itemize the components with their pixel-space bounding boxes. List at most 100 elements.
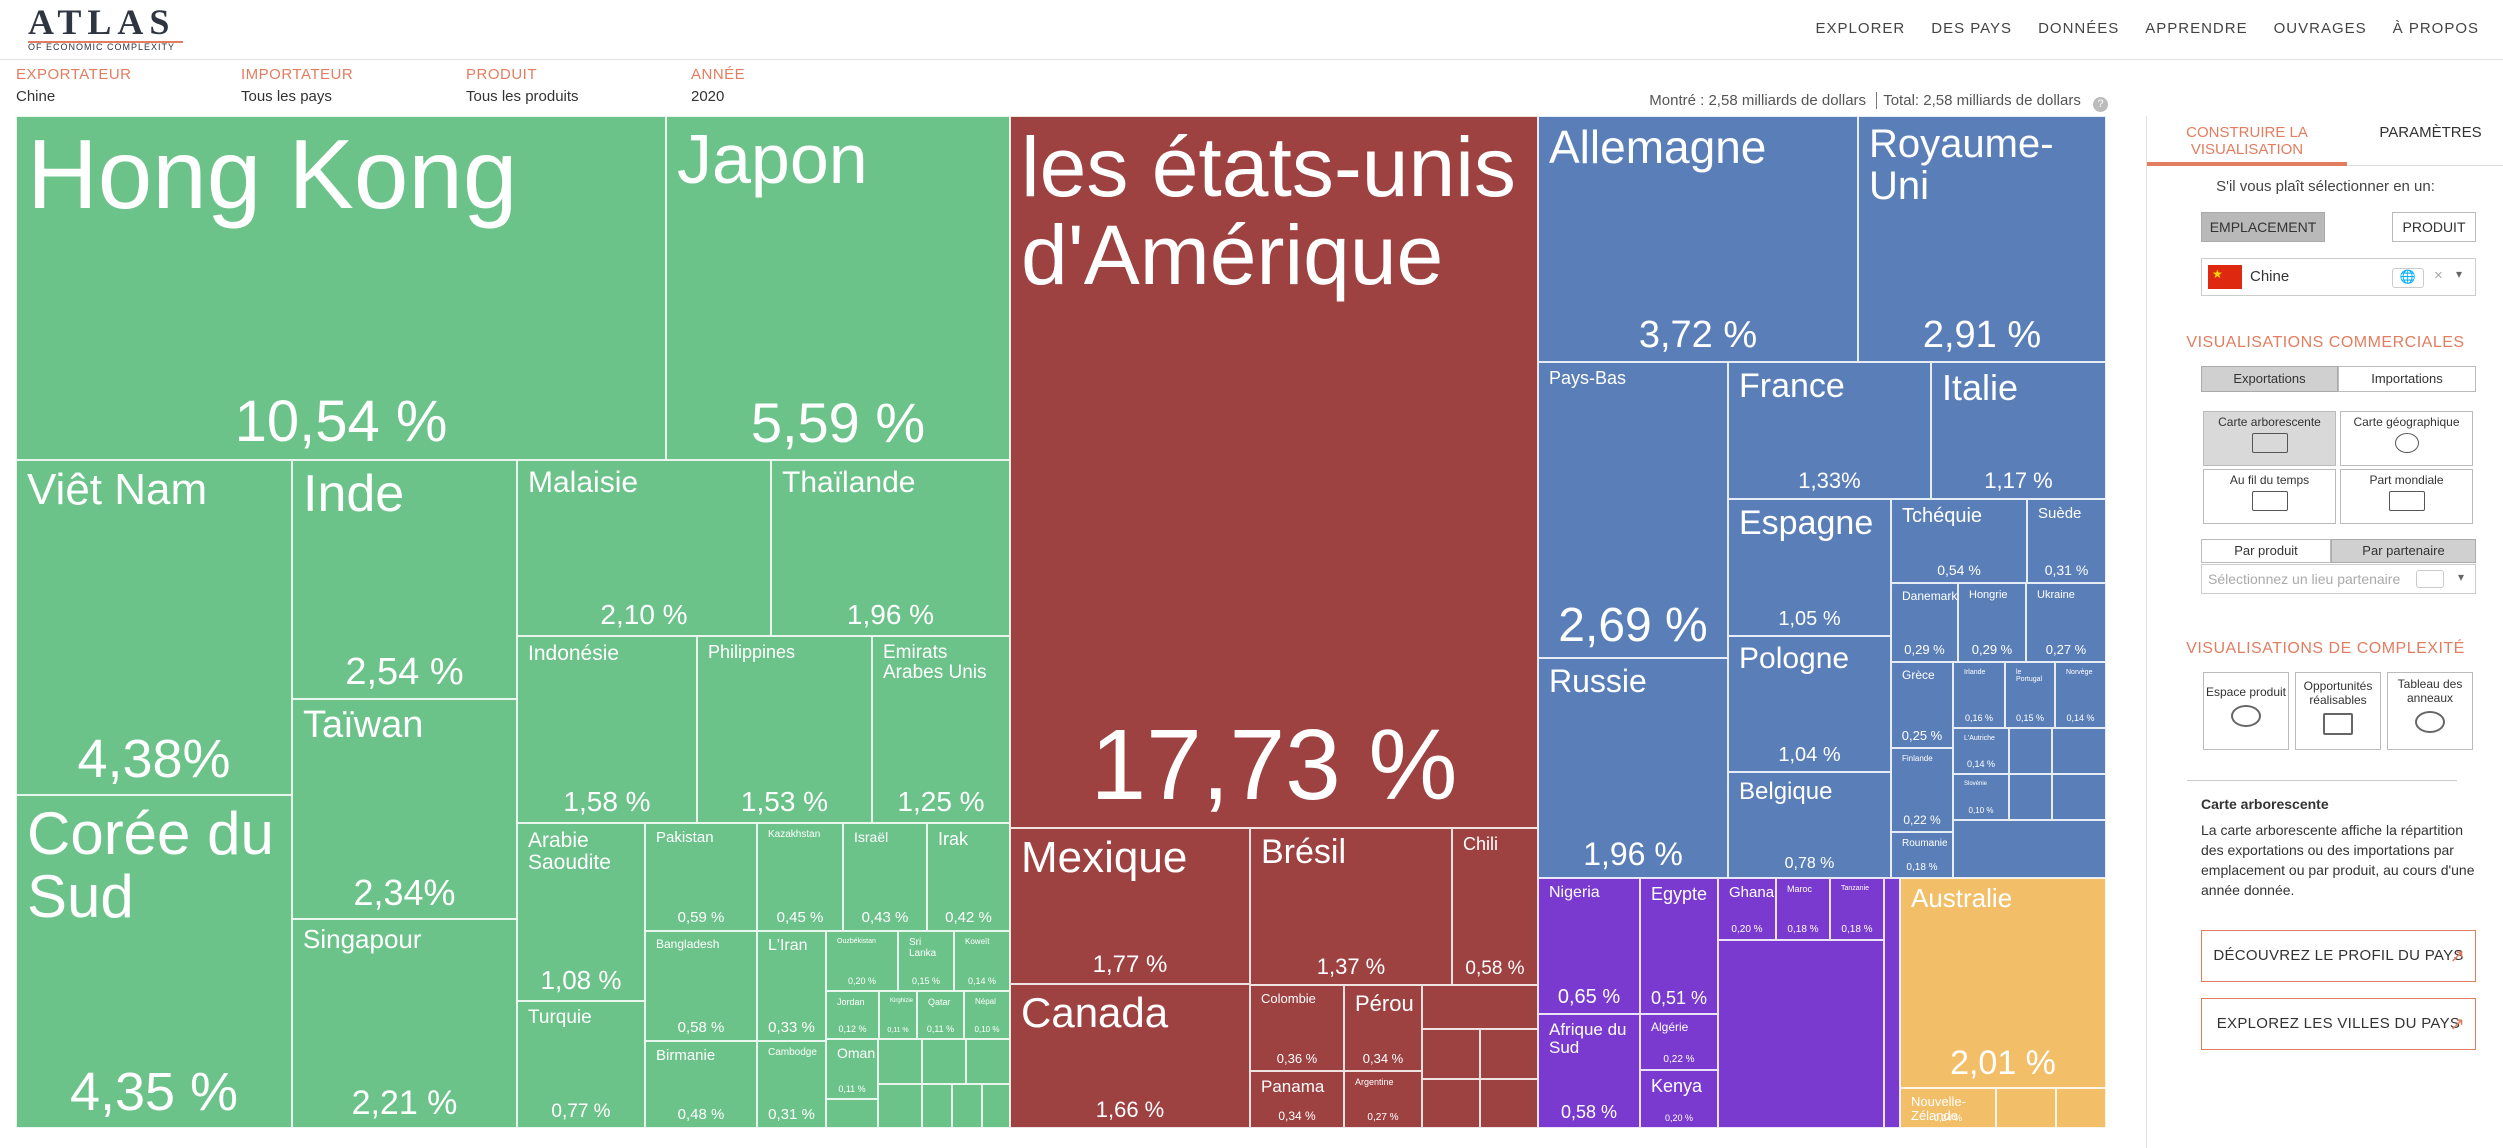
treemap-cell[interactable]: Russie 1,96 % xyxy=(1538,658,1728,878)
tab-build-visualization[interactable]: CONSTRUIRE LA VISUALISATION xyxy=(2147,124,2347,166)
treemap-cell-small[interactable] xyxy=(966,1039,1010,1084)
treemap-cell[interactable]: Kenya 0,20 % xyxy=(1640,1070,1718,1128)
treemap-cell[interactable]: Cambodge 0,31 % xyxy=(757,1041,826,1128)
product-space-card[interactable]: Espace produit xyxy=(2203,672,2289,750)
treemap-cell-small[interactable] xyxy=(922,1084,952,1128)
treemap-cell-small[interactable] xyxy=(2052,774,2106,820)
treemap-cell[interactable]: Suède 0,31 % xyxy=(2027,499,2106,583)
treemap-cell[interactable]: Egypte 0,51 % xyxy=(1640,878,1718,1014)
treemap-cell[interactable]: Royaume-Uni 2,91 % xyxy=(1858,116,2106,362)
treemap-card[interactable]: Carte arborescente xyxy=(2203,411,2336,466)
treemap-cell[interactable]: Pologne 1,04 % xyxy=(1728,636,1891,772)
treemap-cell-small[interactable] xyxy=(878,1039,922,1084)
treemap-cell-small[interactable] xyxy=(878,1084,922,1128)
treemap-cell-small[interactable] xyxy=(1480,1029,1538,1079)
world-share-card[interactable]: Part mondiale xyxy=(2340,469,2473,524)
clear-icon[interactable]: × xyxy=(2434,267,2443,284)
treemap-cell[interactable]: Danemark 0,29 % xyxy=(1891,583,1958,662)
product-button[interactable]: PRODUIT xyxy=(2392,212,2476,242)
help-icon[interactable]: ? xyxy=(2093,97,2108,112)
treemap-cell[interactable]: le Portugal 0,15 % xyxy=(2005,662,2055,728)
treemap-cell-small[interactable] xyxy=(952,1084,982,1128)
exports-button[interactable]: Exportations xyxy=(2201,366,2338,392)
treemap-cell[interactable]: Sri Lanka 0,15 % xyxy=(898,931,954,991)
treemap-cell-small[interactable] xyxy=(2056,1088,2106,1128)
treemap-cell[interactable]: Turquie 0,77 % xyxy=(517,1001,645,1128)
treemap-cell[interactable]: Kirghizie 0,11 % xyxy=(879,991,917,1039)
treemap-cell[interactable]: Finlande 0,22 % xyxy=(1891,748,1953,832)
treemap-cell[interactable]: Emirats Arabes Unis 1,25 % xyxy=(872,636,1010,823)
treemap-cell[interactable]: Brésil 1,37 % xyxy=(1250,828,1452,985)
filter-year[interactable]: ANNÉE 2020 xyxy=(691,66,745,105)
treemap-cell[interactable]: Arabie Saoudite 1,08 % xyxy=(517,823,645,1001)
treemap-cell[interactable]: Norvège 0,14 % xyxy=(2055,662,2106,728)
treemap-cell[interactable]: Algérie 0,22 % xyxy=(1640,1014,1718,1070)
treemap-cell-small[interactable] xyxy=(1422,1029,1480,1079)
atlas-logo[interactable]: ATLAS OF ECONOMIC COMPLEXITY xyxy=(28,4,188,54)
filter-exporter[interactable]: EXPORTATEUR Chine xyxy=(16,66,132,105)
filter-importer[interactable]: IMPORTATEUR Tous les pays xyxy=(241,66,353,105)
treemap-cell[interactable]: Belgique 0,78 % xyxy=(1728,772,1891,878)
chevron-down-icon[interactable]: ▾ xyxy=(2456,267,2463,281)
country-cities-button[interactable]: EXPLOREZ LES VILLES DU PAYS ↗ xyxy=(2201,998,2476,1050)
treemap-cell[interactable]: Japon 5,59 % xyxy=(666,116,1010,460)
treemap-cell[interactable]: Singapour 2,21 % xyxy=(292,919,517,1128)
feasible-opps-card[interactable]: Opportunités réalisables xyxy=(2295,672,2381,750)
treemap-cell[interactable]: Pays-Bas 2,69 % xyxy=(1538,362,1728,658)
tab-parameters[interactable]: PARAMÈTRES xyxy=(2379,124,2482,141)
treemap-cell[interactable]: Slovénie 0,10 % xyxy=(1953,774,2009,820)
treemap-cell[interactable]: Maroc 0,18 % xyxy=(1776,878,1830,940)
country-profile-button[interactable]: DÉCOUVREZ LE PROFIL DU PAYS ↗ xyxy=(2201,930,2476,982)
treemap-cell-small[interactable] xyxy=(1480,1079,1538,1128)
nav-publications[interactable]: OUVRAGES xyxy=(2273,20,2367,37)
filter-product[interactable]: PRODUIT Tous les produits xyxy=(466,66,579,105)
treemap-cell[interactable]: Irlande 0,16 % xyxy=(1953,662,2005,728)
treemap-cell[interactable]: Irak 0,42 % xyxy=(927,823,1010,931)
treemap-cell[interactable]: Nigeria 0,65 % xyxy=(1538,878,1640,1014)
treemap-cell[interactable]: Espagne 1,05 % xyxy=(1728,499,1891,636)
treemap-cell[interactable]: Italie 1,17 % xyxy=(1931,362,2106,499)
treemap-cell[interactable]: Ouzbékistan 0,20 % xyxy=(826,931,898,991)
treemap-cell[interactable]: Ukraine 0,27 % xyxy=(2026,583,2106,662)
treemap-cell[interactable]: Tchéquie 0,54 % xyxy=(1891,499,2027,583)
treemap-cell[interactable]: Taïwan 2,34% xyxy=(292,699,517,919)
by-partner-button[interactable]: Par partenaire xyxy=(2331,539,2476,563)
treemap-cell-small[interactable] xyxy=(1718,940,1884,1128)
treemap-cell-small[interactable] xyxy=(1996,1088,2056,1128)
nav-data[interactable]: DONNÉES xyxy=(2038,20,2120,37)
treemap-cell[interactable]: Chili 0,58 % xyxy=(1452,828,1538,985)
treemap-cell[interactable]: Oman 0,11 % xyxy=(826,1039,878,1099)
treemap-cell[interactable]: les états-unis d'Amérique 17,73 % xyxy=(1010,116,1538,828)
treemap-cell-small[interactable] xyxy=(2052,728,2106,774)
treemap-cell[interactable]: Népal 0,10 % xyxy=(964,991,1010,1039)
treemap-cell[interactable]: L'Iran 0,33 % xyxy=(757,931,826,1041)
treemap-cell-small[interactable] xyxy=(2009,774,2052,820)
treemap-cell[interactable]: Bangladesh 0,58 % xyxy=(645,931,757,1041)
treemap-cell[interactable]: Pakistan 0,59 % xyxy=(645,823,757,931)
treemap-cell-small[interactable] xyxy=(922,1039,966,1084)
treemap-cell[interactable]: Grèce 0,25 % xyxy=(1891,662,1953,748)
country-select[interactable]: ★ Chine 🌐 × ▾ xyxy=(2201,258,2476,296)
treemap-cell[interactable]: Mexique 1,77 % xyxy=(1010,828,1250,984)
imports-button[interactable]: Importations xyxy=(2338,366,2476,392)
treemap-cell[interactable]: Pérou 0,34 % xyxy=(1344,985,1422,1071)
partner-chevron-down-icon[interactable]: ▾ xyxy=(2458,570,2465,584)
treemap-cell[interactable]: Israël 0,43 % xyxy=(843,823,927,931)
treemap-cell[interactable]: Allemagne 3,72 % xyxy=(1538,116,1858,362)
nav-explorer[interactable]: EXPLORER xyxy=(1815,20,1906,37)
treemap-cell-small[interactable] xyxy=(1422,985,1538,1029)
treemap-cell[interactable]: Indonésie 1,58 % xyxy=(517,636,697,823)
treemap-cell[interactable]: Panama 0,34 % xyxy=(1250,1071,1344,1128)
treemap-cell[interactable]: Inde 2,54 % xyxy=(292,460,517,699)
treemap-cell[interactable]: Kazakhstan 0,45 % xyxy=(757,823,843,931)
nav-learn[interactable]: APPRENDRE xyxy=(2145,20,2248,37)
over-time-card[interactable]: Au fil du temps xyxy=(2203,469,2336,524)
treemap-cell[interactable]: Australie 2,01 % xyxy=(1900,878,2106,1088)
treemap-cell-small[interactable] xyxy=(1422,1079,1480,1128)
treemap-cell[interactable]: Afrique du Sud 0,58 % xyxy=(1538,1014,1640,1128)
geo-map-card[interactable]: Carte géographique xyxy=(2340,411,2473,466)
treemap-cell-small[interactable] xyxy=(1884,878,1900,1128)
treemap-cell[interactable]: Ghana 0,20 % xyxy=(1718,878,1776,940)
treemap-cell[interactable]: Malaisie 2,10 % xyxy=(517,460,771,636)
treemap-cell-small[interactable] xyxy=(982,1084,1010,1128)
